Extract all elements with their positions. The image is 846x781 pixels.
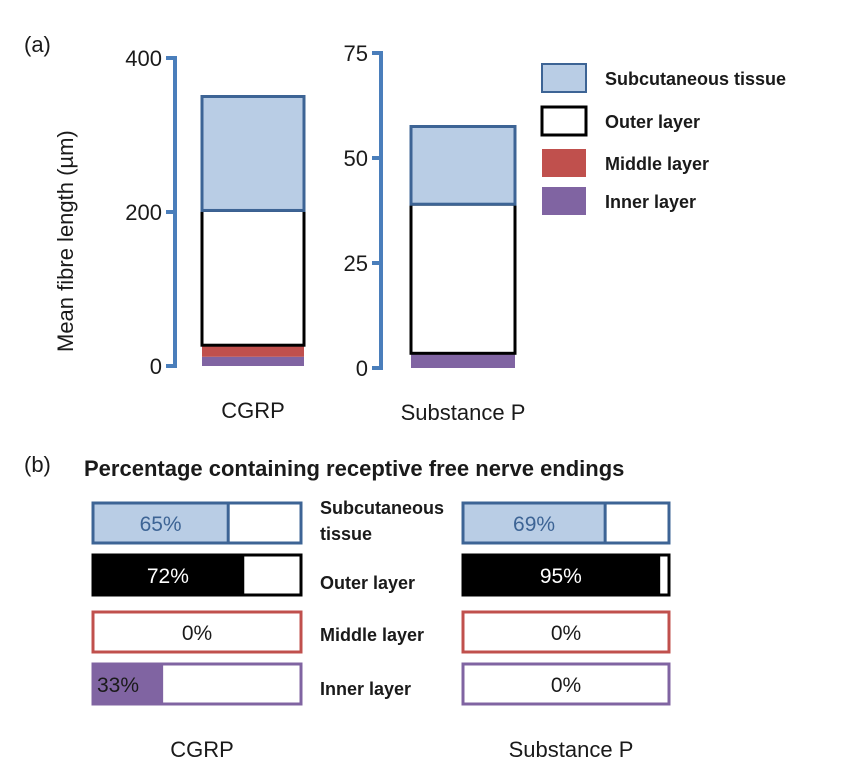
group-label: Substance P	[509, 737, 634, 762]
y-tick-label: 0	[150, 354, 162, 379]
bar-segment-outer-layer	[200, 208, 306, 347]
pct-bar-fill-outer	[461, 553, 661, 597]
legend-label-inner: Inner layer	[605, 192, 696, 212]
bar-segment-outer-layer	[409, 202, 517, 355]
row-label-subcutaneous: tissue	[320, 524, 372, 544]
bar-segment-middle-layer	[202, 345, 304, 357]
pct-bar-frame-inner	[461, 662, 671, 706]
chart-b-title: Percentage containing receptive free ner…	[84, 456, 624, 481]
pct-value-label: 69%	[513, 513, 555, 536]
pct-bar-fill-subcutaneous	[461, 501, 607, 545]
bar-segment-subcutaneous-tissue	[409, 125, 517, 206]
group-label: CGRP	[170, 737, 234, 762]
y-tick-label: 200	[125, 200, 162, 225]
pct-value-label: 65%	[140, 513, 182, 536]
pct-bar-frame-middle	[91, 610, 303, 654]
pct-value-label: 0%	[551, 622, 581, 645]
row-label-inner: Inner layer	[320, 679, 411, 699]
bar-segment-inner-layer	[411, 353, 515, 368]
pct-bar-fill-subcutaneous	[91, 501, 230, 545]
row-label-outer: Outer layer	[320, 573, 415, 593]
panel-a-label: (a)	[24, 32, 51, 57]
y-tick-label: 0	[356, 356, 368, 381]
legend-label-outer: Outer layer	[605, 112, 700, 132]
pct-value-label: 0%	[551, 674, 581, 697]
pct-value-label: 95%	[540, 565, 582, 588]
substance-p-stacked-bar-chart: 0 25 50 75 Substance P	[344, 41, 526, 425]
x-category-label: CGRP	[221, 398, 285, 423]
pct-bar-frame-middle	[461, 610, 671, 654]
bar-segment-subcutaneous-tissue	[200, 95, 306, 212]
legend-swatch-subcutaneous	[541, 63, 587, 93]
y-tick-label: 50	[344, 146, 368, 171]
legend: Subcutaneous tissue Outer layer Middle lay…	[540, 63, 786, 215]
pct-value-label: 0%	[182, 622, 212, 645]
legend-label-middle: Middle layer	[605, 154, 709, 174]
legend-swatch-middle	[542, 149, 586, 177]
panel-b-label: (b)	[24, 452, 51, 477]
pct-bar-fill-inner	[91, 662, 164, 706]
bar-segment-inner-layer	[202, 356, 304, 366]
pct-bar-fill-outer	[91, 553, 245, 597]
pct-value-label: 33%	[97, 674, 139, 697]
x-category-label: Substance P	[401, 400, 526, 425]
percentage-bars-chart: 65% 72% 0% 33% CGRP 69% 95% 0% 0% Substance P Subc…	[91, 498, 671, 762]
pct-value-label: 72%	[147, 565, 189, 588]
legend-label-subcutaneous: Subcutaneous tissue	[605, 69, 786, 89]
y-axis-label: Mean fibre length (µm)	[53, 130, 78, 352]
legend-swatch-outer	[540, 105, 588, 137]
y-tick-label: 75	[344, 41, 368, 66]
row-label-subcutaneous: Subcutaneous	[320, 498, 444, 518]
row-label-middle: Middle layer	[320, 625, 424, 645]
legend-swatch-inner	[542, 187, 586, 215]
y-tick-label: 25	[344, 251, 368, 276]
y-tick-label: 400	[125, 46, 162, 71]
cgrp-stacked-bar-chart: 0 200 400 CGRP	[125, 46, 306, 423]
